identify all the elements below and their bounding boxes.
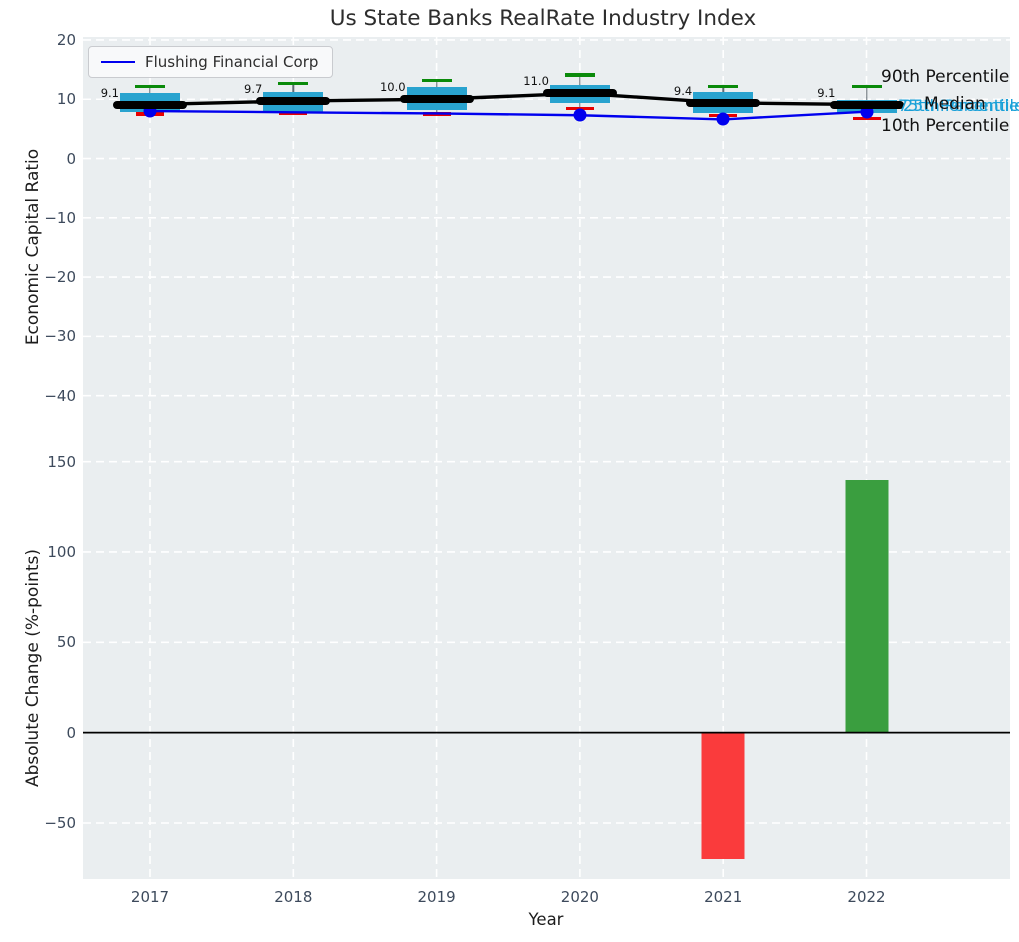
label-median: Median xyxy=(924,94,986,114)
legend: Flushing Financial Corp xyxy=(88,46,333,78)
x-tick-label: 2022 xyxy=(837,888,897,906)
median-bar-2022 xyxy=(830,101,904,109)
median-bar-2018 xyxy=(256,97,330,105)
change-bar-2022 xyxy=(845,480,888,733)
median-bar-2017 xyxy=(113,101,187,109)
label-10th-percentile: 10th Percentile xyxy=(881,116,1009,136)
x-tick-label: 2018 xyxy=(263,888,323,906)
legend-line-sample xyxy=(101,61,135,63)
label-90th-percentile: 90th Percentile xyxy=(881,67,1009,87)
median-annotation-2021: 9.4 xyxy=(634,84,692,98)
median-bar-2019 xyxy=(400,95,474,103)
median-annotation-2019: 10.0 xyxy=(348,80,406,94)
x-tick-label: 2020 xyxy=(550,888,610,906)
median-bar-2020 xyxy=(543,89,617,97)
p90-cap-2021 xyxy=(708,85,738,88)
y-axis-label-top: Economic Capital Ratio xyxy=(23,149,43,345)
company-dot-2020 xyxy=(573,109,586,122)
p10-cap-2019 xyxy=(423,112,451,115)
y-tick-label: 150 xyxy=(0,453,76,471)
p90-cap-2019 xyxy=(422,79,452,82)
y-tick-label: −50 xyxy=(0,814,76,832)
x-tick-label: 2017 xyxy=(120,888,180,906)
y-axis-label-bottom: Absolute Change (%-points) xyxy=(23,549,43,787)
median-annotation-2018: 9.7 xyxy=(204,82,262,96)
legend-label: Flushing Financial Corp xyxy=(145,53,318,71)
median-annotation-2020: 11.0 xyxy=(491,74,549,88)
x-axis-label: Year xyxy=(0,910,1019,929)
x-tick-label: 2021 xyxy=(693,888,753,906)
p90-cap-2020 xyxy=(565,73,595,76)
chart-title: Us State Banks RealRate Industry Index xyxy=(0,6,1019,31)
median-annotation-2022: 9.1 xyxy=(778,86,836,100)
median-annotation-2017: 9.1 xyxy=(61,86,119,100)
change-bar-2021 xyxy=(702,733,745,859)
median-bar-2021 xyxy=(686,99,760,107)
p90-cap-2022 xyxy=(852,85,882,88)
p10-cap-2018 xyxy=(279,112,307,115)
y-tick-label: −40 xyxy=(0,387,76,405)
y-tick-label: 20 xyxy=(0,31,76,49)
company-dot-2021 xyxy=(717,113,730,126)
p90-cap-2018 xyxy=(278,82,308,85)
p90-cap-2017 xyxy=(135,85,165,88)
industry-index-chart: 20100−10−20−30−40150100500−5020172018201… xyxy=(0,0,1019,942)
plot-area xyxy=(83,37,1010,879)
x-tick-label: 2019 xyxy=(407,888,467,906)
